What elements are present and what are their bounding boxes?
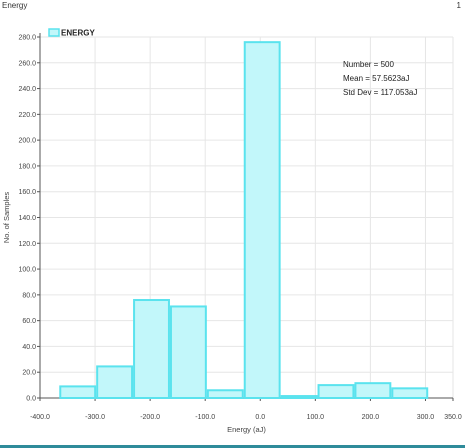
y-axis-label: No. of Samples [2, 192, 11, 244]
legend-label: ENERGY [61, 29, 95, 38]
histogram-bar [280, 395, 318, 399]
histogram-bar [133, 299, 170, 399]
y-tick-label: 240.0 [18, 86, 36, 93]
legend-swatch [48, 28, 60, 37]
x-tick-label: 200.0 [362, 414, 380, 421]
page-number: 1 [456, 1, 461, 10]
y-tick-label: 160.0 [18, 189, 36, 196]
y-tick-label: 140.0 [18, 215, 36, 222]
x-tick-label: 300.0 [417, 414, 435, 421]
histogram-bar [391, 387, 429, 399]
y-tick-label: 20.0 [22, 370, 36, 377]
histogram-bar [96, 365, 134, 400]
page-header: Energy 1 [0, 0, 465, 14]
histogram-bar [317, 384, 355, 400]
page-title: Energy [2, 1, 28, 10]
x-tick-label: -300.0 [85, 414, 105, 421]
x-axis-label: Energy (aJ) [227, 425, 266, 434]
y-tick-label: 120.0 [18, 241, 36, 248]
bottom-bar [0, 435, 465, 448]
stats-annotation: Mean = 57.5623aJ [343, 74, 410, 83]
x-tick-label: -200.0 [140, 414, 160, 421]
y-tick-label: 200.0 [18, 138, 36, 145]
bottom-accent-strip [0, 445, 465, 448]
y-tick-label: 220.0 [18, 112, 36, 119]
stats-annotation: Number = 500 [343, 60, 394, 69]
y-tick-label: 180.0 [18, 163, 36, 170]
y-tick-label: 100.0 [18, 267, 36, 274]
x-tick-label: 100.0 [307, 414, 325, 421]
y-tick-label: 260.0 [18, 60, 36, 67]
histogram-bar [243, 41, 281, 400]
y-tick-label: 40.0 [22, 344, 36, 351]
y-tick-label: 60.0 [22, 318, 36, 325]
y-tick-label: 80.0 [22, 292, 36, 299]
histogram-bar [206, 389, 244, 399]
y-tick-label: 280.0 [18, 35, 36, 42]
x-tick-label: 350.0 [444, 414, 462, 421]
histogram-bar [354, 382, 392, 400]
y-tick-label: 0.0 [26, 396, 36, 403]
x-tick-label: -100.0 [195, 414, 215, 421]
histogram-bar [169, 305, 207, 400]
histogram-bar [59, 385, 97, 399]
stats-annotation: Std Dev = 117.053aJ [343, 88, 417, 97]
x-tick-label: 0.0 [255, 414, 265, 421]
x-tick-label: -400.0 [30, 414, 50, 421]
